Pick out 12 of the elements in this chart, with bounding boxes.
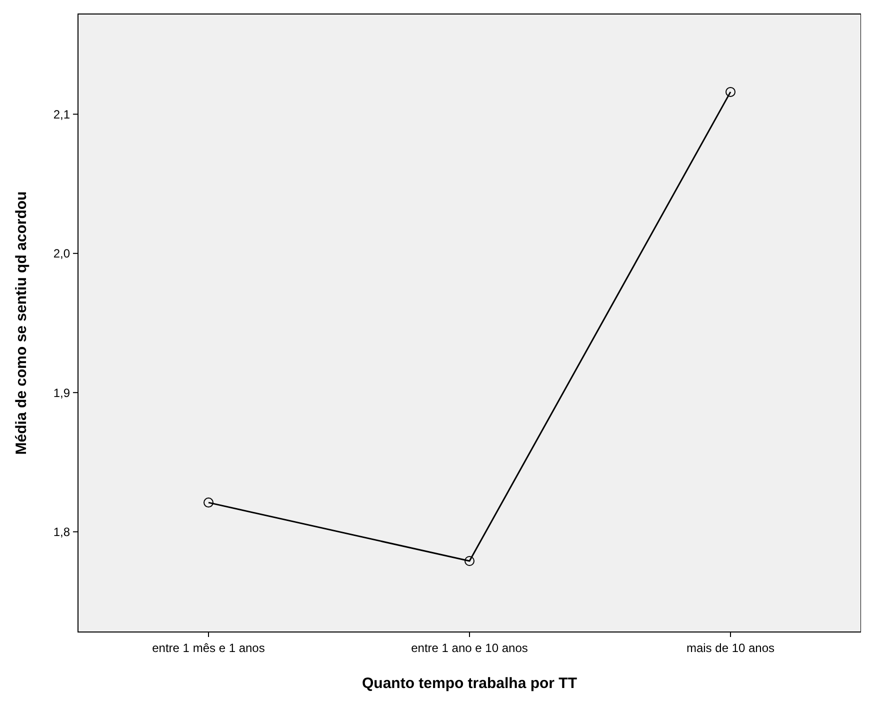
point xyxy=(464,556,474,566)
x-axis-title: Quanto tempo trabalha por TT xyxy=(362,675,578,692)
x-tick-label: entre 1 ano e 10 anos xyxy=(411,641,528,655)
x-tick-label: mais de 10 anos xyxy=(686,641,775,655)
x-tick-label: entre 1 mês e 1 anos xyxy=(152,641,265,655)
y-tick-label: 1,8 xyxy=(53,524,70,539)
y-tick-label: 2,1 xyxy=(53,107,70,122)
point xyxy=(204,498,214,508)
point xyxy=(726,86,736,97)
y-tick-label: 1,9 xyxy=(53,386,70,400)
y-axis-title: Média de como se sentiu qd acordou xyxy=(13,191,30,455)
y-tick-label: 2,0 xyxy=(53,246,70,261)
